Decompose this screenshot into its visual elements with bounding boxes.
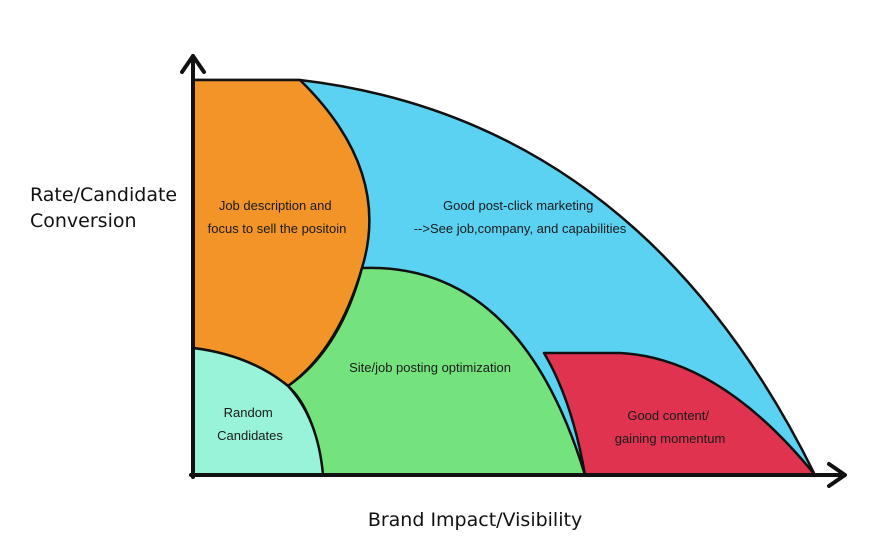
label-good-content: Good content/ gaining momentum [615, 408, 726, 446]
label-post-click-line-1: Good post-click marketing [443, 198, 593, 213]
y-axis-title: Rate/Candidate Conversion [30, 182, 210, 234]
label-post-click-line-2: -->See job,company, and capabilities [414, 221, 627, 236]
label-random-candidates-line-2: Candidates [217, 428, 283, 443]
label-good-content-line-1: Good content/ [627, 408, 709, 423]
label-good-content-line-2: gaining momentum [615, 431, 726, 446]
label-random-candidates-line-1: Random [224, 405, 273, 420]
x-axis-title: Brand Impact/Visibility [367, 509, 583, 531]
region-random-candidates [191, 346, 325, 477]
label-job-description-line-1: Job description and [219, 198, 332, 213]
y-axis-title-line-1: Rate/Candidate [30, 184, 178, 206]
label-random-candidates: Random Candidates [217, 405, 283, 443]
label-site-optimization: Site/job posting optimization [349, 360, 511, 375]
y-axis-arrowhead [180, 54, 206, 74]
x-axis-arrowhead [827, 462, 847, 488]
label-post-click: Good post-click marketing -->See job,com… [414, 198, 627, 236]
label-site-optimization-line-1: Site/job posting optimization [349, 360, 511, 375]
y-axis-title-line-2: Conversion [30, 210, 137, 232]
label-job-description-line-2: focus to sell the positoin [208, 221, 347, 236]
label-job-description: Job description and focus to sell the po… [208, 198, 347, 236]
region-good-content [542, 351, 817, 477]
